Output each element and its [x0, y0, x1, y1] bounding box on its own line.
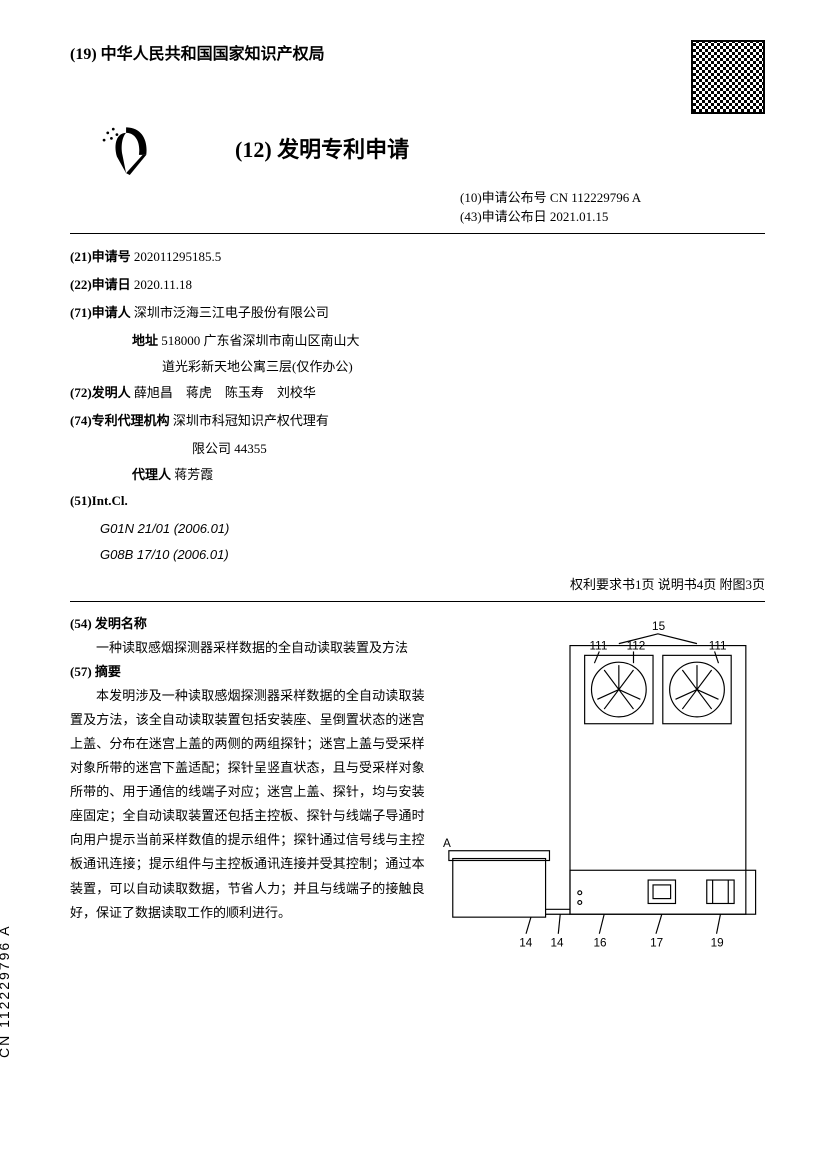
- address-label: 地址: [132, 333, 158, 348]
- ipc2: G08B 17/10 (2006.01): [100, 547, 229, 562]
- app-date: 2020.11.18: [134, 277, 192, 292]
- side-doc-number: CN 112229796 A: [0, 924, 12, 1058]
- agent-org-l2: 限公司 44355: [192, 441, 267, 456]
- app-no: 202011295185.5: [134, 249, 221, 264]
- cnipa-logo-icon: [100, 120, 165, 175]
- fig-label-19: 19: [710, 936, 723, 949]
- fig-label-16: 16: [593, 936, 606, 949]
- abstract-block: (54) 发明名称 一种读取感烟探测器采样数据的全自动读取装置及方法 (57) …: [70, 612, 425, 982]
- inventors: 薛旭昌 蒋虎 陈玉寿 刘校华: [134, 385, 316, 400]
- agent-person-label: 代理人: [132, 467, 171, 482]
- abstract-label: (57) 摘要: [70, 660, 425, 684]
- figure-block: 15 111 112 111 A: [443, 612, 765, 982]
- divider-top: [70, 233, 765, 234]
- pub-no-label: (10)申请公布号: [460, 190, 547, 205]
- fig-label-111-r: 111: [708, 639, 726, 652]
- agent-org-l1: 深圳市科冠知识产权代理有: [173, 413, 329, 428]
- ipc-label: (51)Int.Cl.: [70, 493, 128, 508]
- inventor-label: (72)发明人: [70, 385, 131, 400]
- divider-mid: [70, 601, 765, 602]
- fig-label-111-l: 111: [589, 639, 607, 652]
- fig-label-112: 112: [626, 639, 645, 652]
- app-no-label: (21)申请号: [70, 249, 131, 264]
- address-line1: 518000 广东省深圳市南山区南山大: [161, 333, 359, 348]
- authority-name: (19) 中华人民共和国国家知识产权局: [70, 40, 325, 64]
- pub-date: 2021.01.15: [550, 209, 609, 224]
- agent-org-label: (74)专利代理机构: [70, 413, 170, 428]
- fig-label-a: A: [443, 837, 451, 850]
- patent-figure: 15 111 112 111 A: [443, 612, 765, 982]
- title-label: (54) 发明名称: [70, 612, 425, 636]
- pub-date-label: (43)申请公布日: [460, 209, 547, 224]
- address-line2: 道光彩新天地公寓三层(仅作办公): [162, 359, 353, 374]
- document-type: (12) 发明专利申请: [235, 132, 409, 164]
- fig-label-14b: 14: [550, 936, 564, 949]
- qr-code: [691, 40, 765, 114]
- applicant-label: (71)申请人: [70, 305, 131, 320]
- page-counts: 权利要求书1页 说明书4页 附图3页: [70, 574, 765, 593]
- fig-label-17: 17: [650, 936, 663, 949]
- agent-person: 蒋芳霞: [174, 467, 213, 482]
- abstract-body: 本发明涉及一种读取感烟探测器采样数据的全自动读取装置及方法，该全自动读取装置包括…: [70, 684, 425, 924]
- app-date-label: (22)申请日: [70, 277, 131, 292]
- publication-meta: (10)申请公布号 CN 112229796 A (43)申请公布日 2021.…: [460, 187, 765, 225]
- fig-label-15: 15: [652, 620, 666, 633]
- pub-no: CN 112229796 A: [550, 190, 641, 205]
- applicant: 深圳市泛海三江电子股份有限公司: [134, 305, 329, 320]
- fig-label-14a: 14: [519, 936, 533, 949]
- ipc1: G01N 21/01 (2006.01): [100, 521, 229, 536]
- bibliographic-data: (21)申请号 202011295185.5 (22)申请日 2020.11.1…: [70, 244, 765, 568]
- invention-title: 一种读取感烟探测器采样数据的全自动读取装置及方法: [70, 636, 425, 660]
